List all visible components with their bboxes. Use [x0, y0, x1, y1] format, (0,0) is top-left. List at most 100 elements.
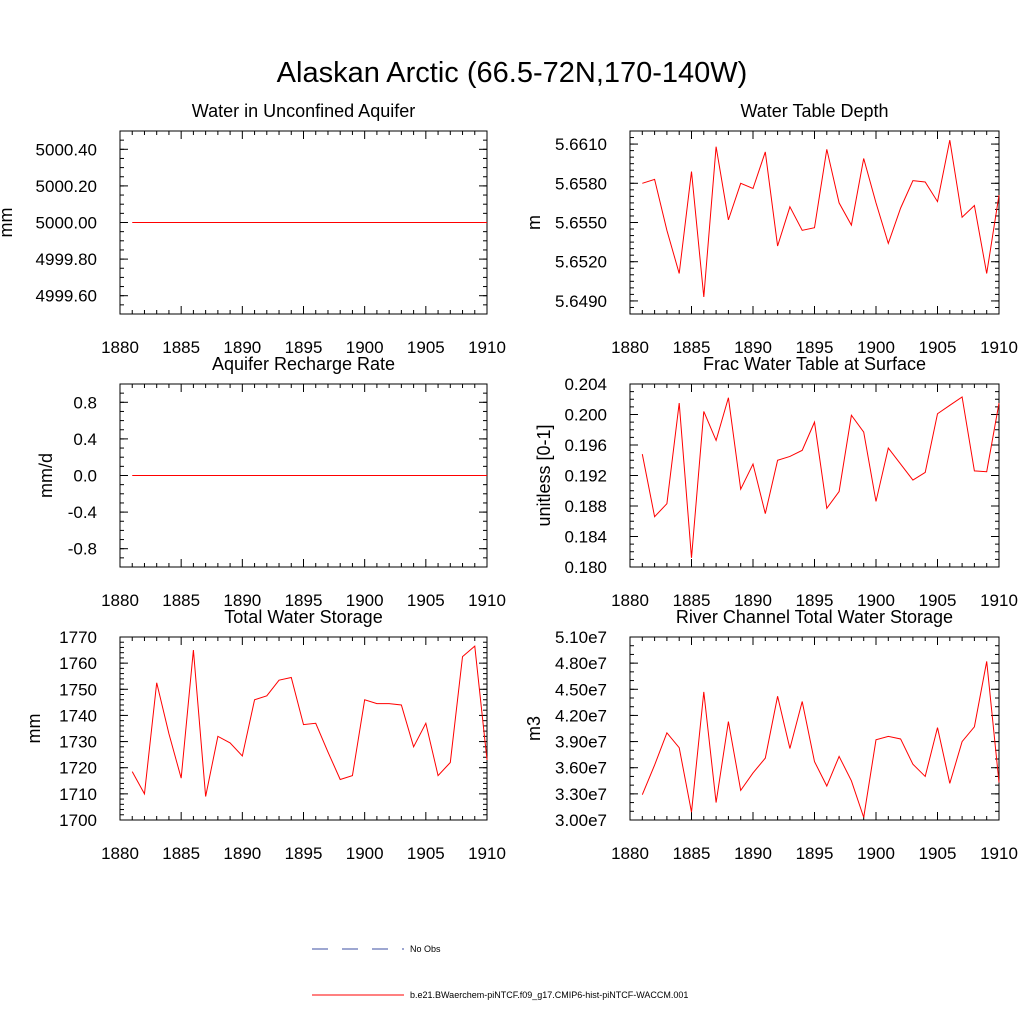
x-tick-label: 1895: [796, 591, 834, 610]
x-tick-label: 1885: [162, 338, 200, 357]
y-tick-label: 1700: [59, 811, 97, 830]
y-tick-label: 1720: [59, 759, 97, 778]
y-tick-label: 3.60e7: [555, 759, 607, 778]
panel-title: Aquifer Recharge Rate: [212, 354, 395, 374]
y-tick-label: 0.188: [564, 497, 607, 516]
y-axis-label: mm: [24, 714, 44, 744]
x-tick-label: 1900: [346, 338, 384, 357]
y-tick-label: 1760: [59, 654, 97, 673]
series-line: [131, 645, 488, 797]
y-tick-label: 0.184: [564, 528, 607, 547]
legend-label-no-obs: No Obs: [410, 944, 441, 954]
y-tick-label: 0.180: [564, 558, 607, 577]
y-axis-label: m3: [524, 716, 544, 741]
series-line: [641, 396, 1000, 558]
x-tick-label: 1890: [223, 338, 261, 357]
x-tick-label: 1895: [285, 591, 323, 610]
x-tick-label: 1905: [919, 844, 957, 863]
y-tick-label: 4.20e7: [555, 706, 607, 725]
x-tick-label: 1890: [223, 591, 261, 610]
x-tick-label: 1880: [611, 338, 649, 357]
x-tick-label: 1890: [223, 844, 261, 863]
x-tick-label: 1880: [611, 844, 649, 863]
x-tick-label: 1890: [734, 338, 772, 357]
y-tick-label: 5.10e7: [555, 628, 607, 647]
y-tick-label: 0.8: [73, 393, 97, 412]
y-axis-label: mm: [0, 208, 16, 238]
series-line: [642, 140, 1000, 298]
plot-frame: [629, 636, 1000, 821]
y-tick-label: 1750: [59, 680, 97, 699]
x-tick-label: 1880: [101, 844, 139, 863]
y-tick-label: 5000.40: [36, 140, 97, 159]
x-tick-label: 1885: [673, 844, 711, 863]
x-tick-label: 1910: [980, 844, 1018, 863]
x-tick-label: 1910: [468, 338, 506, 357]
x-tick-label: 1880: [101, 338, 139, 357]
y-tick-label: 5.6550: [555, 214, 607, 233]
y-tick-label: 0.0: [73, 467, 97, 486]
legend-label-model: b.e21.BWaerchem-piNTCF.f09_g17.CMIP6-his…: [410, 990, 688, 1000]
y-tick-label: 4.50e7: [555, 680, 607, 699]
panel-2: Aquifer Recharge Rate 1880 1885 1890 1895 190…: [36, 354, 506, 610]
panel-title: Water Table Depth: [740, 101, 888, 121]
y-tick-label: 4999.60: [36, 287, 97, 306]
panel-title: Total Water Storage: [224, 607, 382, 627]
y-tick-label: 0.192: [564, 467, 607, 486]
x-tick-label: 1910: [980, 338, 1018, 357]
panel-title: Water in Unconfined Aquifer: [192, 101, 415, 121]
y-axis-label: m: [524, 215, 544, 230]
y-tick-label: 5.6490: [555, 292, 607, 311]
y-tick-label: 5000.00: [36, 214, 97, 233]
x-tick-label: 1905: [407, 844, 445, 863]
y-tick-label: 4999.80: [36, 250, 97, 269]
y-tick-label: 1770: [59, 628, 97, 647]
y-tick-label: 5000.20: [36, 177, 97, 196]
y-tick-label: 5.6520: [555, 253, 607, 272]
plot-frame: [119, 636, 488, 821]
y-tick-label: 1730: [59, 733, 97, 752]
x-tick-label: 1885: [673, 338, 711, 357]
panel-0: Water in Unconfined Aquifer 1880 1885 1890 1…: [0, 101, 506, 357]
y-axis-label: unitless [0-1]: [534, 424, 554, 526]
x-tick-label: 1890: [734, 591, 772, 610]
x-tick-label: 1880: [611, 591, 649, 610]
x-tick-label: 1910: [468, 844, 506, 863]
y-tick-label: 0.196: [564, 436, 607, 455]
figure-title: Alaskan Arctic (66.5-72N,170-140W): [277, 57, 748, 89]
panel-1: Water Table Depth 1880 1885 1890 1895 1900 190…: [524, 101, 1018, 357]
y-tick-label: 1710: [59, 785, 97, 804]
panel-5: River Channel Total Water Storage 1880 188…: [524, 607, 1018, 863]
x-tick-label: 1895: [796, 338, 834, 357]
x-tick-label: 1900: [857, 844, 895, 863]
x-tick-label: 1900: [857, 338, 895, 357]
y-tick-label: 4.80e7: [555, 654, 607, 673]
y-tick-label: -0.8: [68, 540, 97, 559]
panel-4: Total Water Storage 1880 1885 1890 1895 1900 1…: [24, 607, 506, 863]
x-tick-label: 1905: [919, 338, 957, 357]
panel-title: River Channel Total Water Storage: [676, 607, 953, 627]
x-tick-label: 1895: [285, 844, 323, 863]
legend: No Obs b.e21.BWaerchem-piNTCF.f09_g17.CM…: [312, 944, 688, 1000]
x-tick-label: 1880: [101, 591, 139, 610]
panel-title: Frac Water Table at Surface: [703, 354, 926, 374]
x-tick-label: 1885: [162, 591, 200, 610]
x-tick-label: 1895: [285, 338, 323, 357]
y-tick-label: 0.4: [73, 430, 97, 449]
x-tick-label: 1905: [407, 591, 445, 610]
x-tick-label: 1895: [796, 844, 834, 863]
y-tick-label: 3.90e7: [555, 733, 607, 752]
x-tick-label: 1900: [346, 844, 384, 863]
x-tick-label: 1905: [919, 591, 957, 610]
y-tick-label: 3.00e7: [555, 811, 607, 830]
y-axis-label: mm/d: [36, 453, 56, 498]
series-line: [641, 661, 1000, 818]
x-tick-label: 1900: [346, 591, 384, 610]
x-tick-label: 1885: [162, 844, 200, 863]
y-tick-label: 1740: [59, 706, 97, 725]
panel-3: Frac Water Table at Surface 1880 1885 1890 1…: [534, 354, 1018, 610]
y-tick-label: 3.30e7: [555, 785, 607, 804]
y-tick-label: 5.6610: [555, 135, 607, 154]
x-tick-label: 1910: [468, 591, 506, 610]
